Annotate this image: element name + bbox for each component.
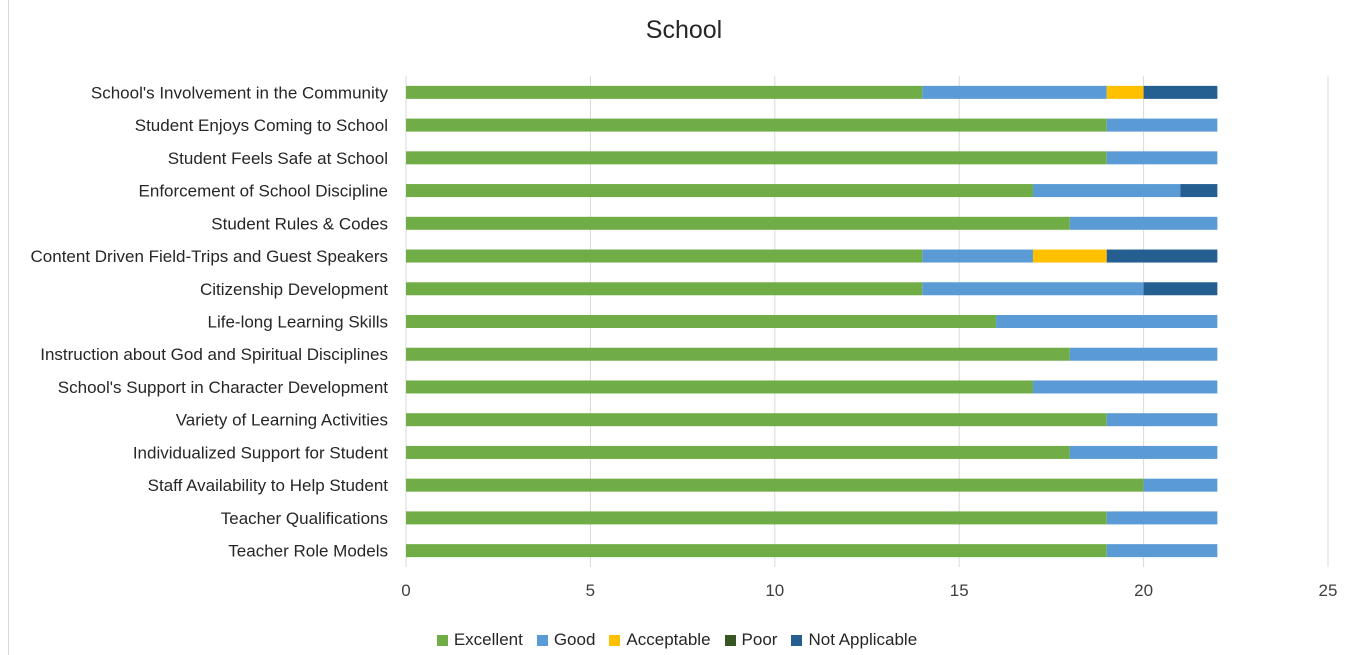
bar-segment-excellent [406,216,1070,230]
bar-segment-good [1106,413,1218,427]
legend-swatch [791,634,803,646]
bar-segment-good [1143,478,1218,492]
category-label: School's Involvement in the Community [91,83,389,102]
bar-segment-excellent [406,445,1070,459]
category-label: Teacher Qualifications [221,509,388,528]
category-label: Variety of Learning Activities [176,411,388,430]
bar-segment-excellent [406,282,923,296]
legend-item: Not Applicable [791,630,917,650]
x-tick-label: 15 [950,581,969,600]
bar-segment-excellent [406,118,1107,132]
category-label: Staff Availability to Help Student [148,476,389,495]
bar-segment-good [922,282,1144,296]
bar-segment-good [1106,511,1218,525]
category-label: Citizenship Development [200,280,388,299]
bar-segment-good [1106,118,1218,132]
legend-swatch [436,634,448,646]
bar-segment-acceptable [1106,85,1144,99]
category-label: Student Enjoys Coming to School [135,116,388,135]
legend-item: Good [536,630,596,650]
stacked-bar-chart: School School's Involvement in the Commu… [31,16,1338,600]
chart-title: School [646,16,722,44]
bar-segment-excellent [406,511,1107,525]
bar-segment-excellent [406,85,923,99]
bar-segment-good [1032,184,1181,198]
category-label: Content Driven Field-Trips and Guest Spe… [31,247,388,266]
bar-segment-excellent [406,347,1070,361]
bar-segment-good [1069,445,1218,459]
category-label: Student Feels Safe at School [168,149,388,168]
x-tick-label: 10 [765,581,784,600]
bar-segment-good [1106,151,1218,165]
bar-segment-excellent [406,380,1033,394]
category-label: School's Support in Character Developmen… [58,378,388,397]
legend-label: Acceptable [626,630,711,649]
frame-left-rule [8,0,9,655]
bar-segment-good [996,315,1218,328]
bar-segment-excellent [406,478,1144,492]
bar-segment-excellent [406,151,1107,165]
x-tick-labels: 0 5 10 15 20 25 [401,581,1337,600]
bar-segment-good [1069,216,1218,230]
x-tick-label: 25 [1319,581,1338,600]
bar-segment-not-applicable [1143,282,1218,296]
bar-segment-good [1032,380,1218,394]
legend-label: Not Applicable [808,630,918,649]
legend-swatch [609,634,621,646]
legend-item: Poor [724,630,778,650]
category-label: Instruction about God and Spiritual Disc… [40,345,388,364]
bar-segment-good [922,249,1033,263]
bar-segment-good [1106,544,1218,558]
category-label: Life-long Learning Skills [208,313,389,332]
category-label: Student Rules & Codes [211,214,388,233]
bar-segment-good [1069,347,1218,361]
bar-segment-excellent [406,315,997,328]
x-tick-label: 0 [401,581,410,600]
bar-segment-not-applicable [1180,184,1218,198]
legend-label: Good [553,630,596,649]
category-labels: School's Involvement in the Community Stu… [31,83,389,560]
legend-label: Excellent [453,630,523,649]
x-tick-label: 5 [586,581,595,600]
bar-segment-not-applicable [1106,249,1218,263]
legend: Excellent Good Acceptable Poor Not Applicabl… [0,630,1354,650]
x-tick-label: 20 [1134,581,1153,600]
bar-segment-good [922,85,1107,99]
legend-swatch [724,634,736,646]
bar-segment-excellent [406,544,1107,558]
legend-item: Acceptable [609,630,711,650]
legend-label: Poor [741,630,778,649]
category-label: Teacher Role Models [228,542,388,561]
legend-swatch [536,634,548,646]
category-label: Enforcement of School Discipline [139,182,388,201]
bar-segment-acceptable [1032,249,1107,263]
category-label: Individualized Support for Student [133,443,388,462]
bars [406,85,1218,558]
bar-segment-excellent [406,249,923,263]
bar-segment-excellent [406,184,1033,198]
bar-segment-not-applicable [1143,85,1218,99]
legend-item: Excellent [436,630,523,650]
bar-segment-excellent [406,413,1107,427]
